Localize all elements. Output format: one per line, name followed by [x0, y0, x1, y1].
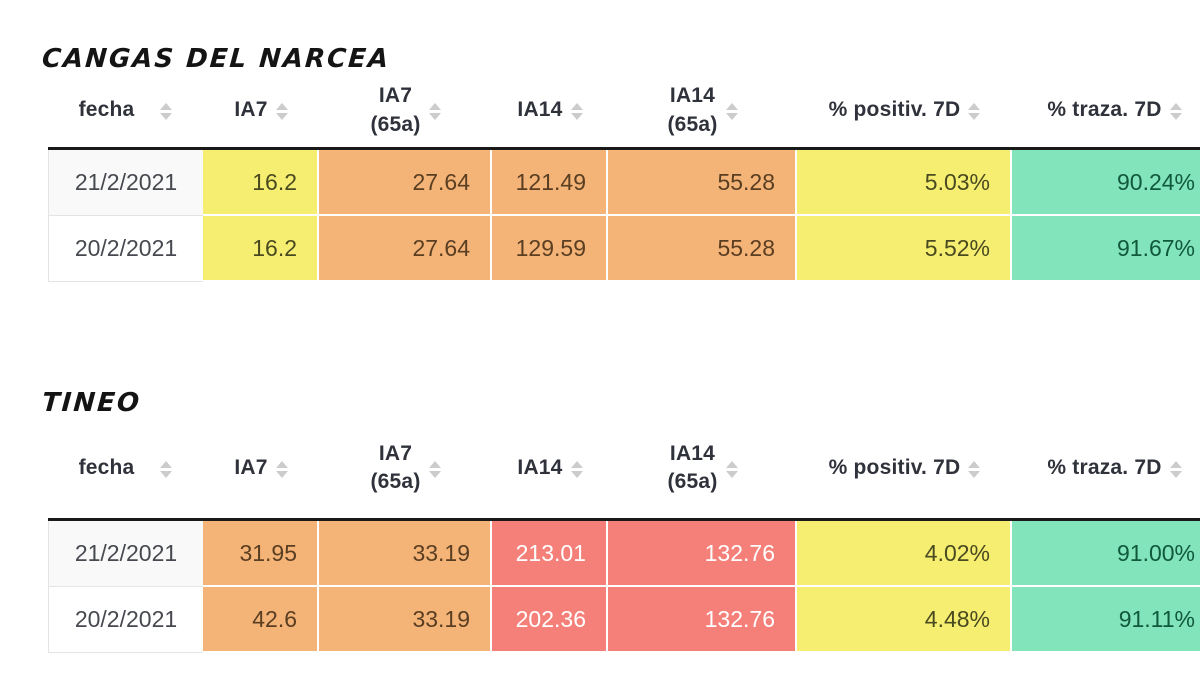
column-header-label: IA7 (65a) — [370, 441, 421, 493]
sort-icon — [275, 460, 288, 478]
cangas-table: fecha IA7 IA7 (65a) IA14 IA14 (65a) % po… — [48, 74, 1200, 282]
cell-ia14: 129.59 — [492, 216, 608, 282]
cell-ia14: 202.36 — [492, 587, 608, 653]
cell-ia14-65a: 55.28 — [608, 216, 797, 282]
sort-icon — [160, 460, 173, 478]
sort-icon — [570, 460, 583, 478]
column-header-ia14[interactable]: IA14 — [492, 418, 608, 521]
cell-ia7-65a: 27.64 — [319, 216, 492, 282]
column-header-label: % positiv. 7D — [828, 98, 961, 122]
sort-icon — [725, 103, 738, 120]
column-header-label: % positiv. 7D — [828, 455, 961, 479]
column-header-ia7-65a[interactable]: IA7 (65a) — [319, 418, 492, 521]
cell-traza-7d: 91.67% — [1012, 216, 1200, 282]
cell-traza-7d: 90.24% — [1012, 150, 1200, 216]
sort-icon — [1169, 460, 1182, 478]
column-header-fecha[interactable]: fecha — [48, 74, 203, 150]
sort-icon — [968, 460, 981, 478]
column-header-positiv-7d[interactable]: % positiv. 7D — [797, 74, 1012, 150]
column-header-traza-7d[interactable]: % traza. 7D — [1012, 418, 1200, 521]
column-header-ia14-65a[interactable]: IA14 (65a) — [608, 418, 797, 521]
cell-ia14-65a: 55.28 — [608, 150, 797, 216]
cell-ia7: 42.6 — [203, 587, 319, 653]
column-header-label: IA7 (65a) — [370, 84, 421, 136]
column-header-label: fecha — [78, 455, 135, 479]
cell-ia14-65a: 132.76 — [608, 521, 797, 587]
column-header-ia7[interactable]: IA7 — [203, 418, 319, 521]
cell-fecha: 21/2/2021 — [48, 150, 203, 216]
sort-icon — [725, 460, 738, 478]
column-header-ia7[interactable]: IA7 — [203, 74, 319, 150]
column-header-fecha[interactable]: fecha — [48, 418, 203, 521]
column-header-positiv-7d[interactable]: % positiv. 7D — [797, 418, 1012, 521]
cell-traza-7d: 91.00% — [1012, 521, 1200, 587]
table-title-cangas: CANGAS DEL NARCEA — [40, 44, 392, 74]
cell-fecha: 20/2/2021 — [48, 216, 203, 282]
sort-icon — [428, 103, 441, 120]
column-header-ia14[interactable]: IA14 — [492, 74, 608, 150]
cell-traza-7d: 91.11% — [1012, 587, 1200, 653]
sort-icon — [968, 103, 981, 120]
table-title-tineo: TINEO — [40, 388, 143, 418]
column-header-traza-7d[interactable]: % traza. 7D — [1012, 74, 1200, 150]
cell-fecha: 20/2/2021 — [48, 587, 203, 653]
column-header-label: IA7 — [234, 98, 268, 122]
cell-positiv-7d: 5.03% — [797, 150, 1012, 216]
sort-icon — [1169, 103, 1182, 120]
cell-positiv-7d: 5.52% — [797, 216, 1012, 282]
column-header-label: IA7 — [234, 455, 268, 479]
cell-ia7: 31.95 — [203, 521, 319, 587]
sort-icon — [428, 460, 441, 478]
cell-positiv-7d: 4.02% — [797, 521, 1012, 587]
column-header-label: % traza. 7D — [1047, 98, 1162, 122]
column-header-label: IA14 — [517, 455, 563, 479]
cangas-section: CANGAS DEL NARCEA fecha IA7 IA7 (65a) IA… — [0, 44, 1200, 282]
column-header-ia7-65a[interactable]: IA7 (65a) — [319, 74, 492, 150]
cell-ia7: 16.2 — [203, 216, 319, 282]
tineo-section: TINEO fecha IA7 IA7 (65a) IA14 IA14 (65a… — [0, 388, 1200, 653]
cell-fecha: 21/2/2021 — [48, 521, 203, 587]
cell-ia7-65a: 33.19 — [319, 587, 492, 653]
sort-icon — [570, 103, 583, 120]
cell-positiv-7d: 4.48% — [797, 587, 1012, 653]
cell-ia14: 213.01 — [492, 521, 608, 587]
column-header-label: % traza. 7D — [1047, 455, 1162, 479]
column-header-label: IA14 (65a) — [667, 84, 718, 136]
column-header-ia14-65a[interactable]: IA14 (65a) — [608, 74, 797, 150]
cell-ia7: 16.2 — [203, 150, 319, 216]
cell-ia7-65a: 27.64 — [319, 150, 492, 216]
column-header-label: fecha — [78, 98, 135, 122]
sort-icon — [160, 103, 173, 120]
tineo-table: fecha IA7 IA7 (65a) IA14 IA14 (65a) % po… — [48, 418, 1200, 653]
column-header-label: IA14 (65a) — [667, 441, 718, 493]
cell-ia14: 121.49 — [492, 150, 608, 216]
cell-ia7-65a: 33.19 — [319, 521, 492, 587]
column-header-label: IA14 — [517, 98, 563, 122]
sort-icon — [275, 103, 288, 120]
cell-ia14-65a: 132.76 — [608, 587, 797, 653]
